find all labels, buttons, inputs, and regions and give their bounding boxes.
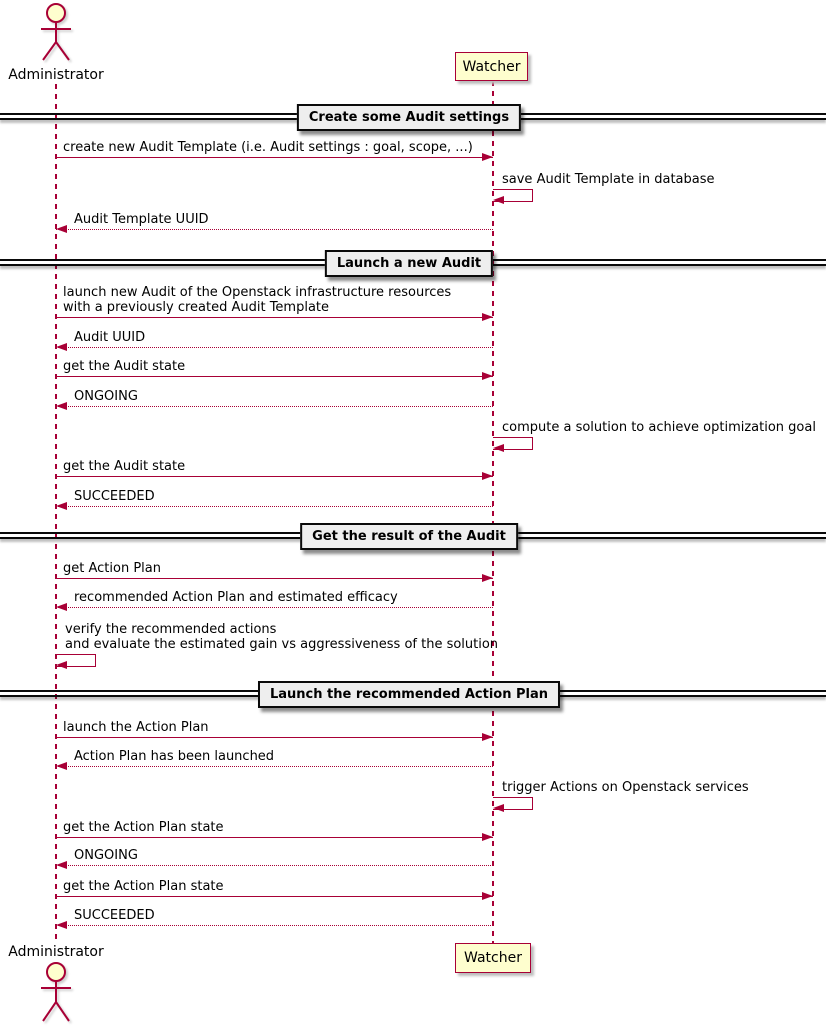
participant-label-watcher-bottom: Watcher [464, 950, 522, 966]
arrowhead-left-icon [56, 402, 67, 410]
message-arrow-line [56, 157, 493, 158]
arrowhead-left-icon [56, 225, 67, 233]
message-label: get the Audit state [63, 359, 186, 374]
lifeline-watcher [492, 81, 494, 943]
message-label: recommended Action Plan and estimated ef… [74, 590, 398, 605]
message-arrow-line [56, 229, 493, 230]
actor-icon-administrator-bottom [41, 962, 71, 1022]
arrowhead-right-icon [482, 372, 493, 380]
self-message-loop [56, 654, 96, 667]
message-arrow-line [56, 476, 493, 477]
message-arrow-line [56, 737, 493, 738]
arrowhead-left-icon [56, 861, 67, 869]
message-label: get Action Plan [63, 561, 161, 576]
section-divider-title: Get the result of the Audit [300, 523, 518, 550]
self-message-label: verify the recommended actions and evalua… [65, 622, 499, 652]
arrowhead-left-icon [493, 804, 504, 812]
message-arrow-line [56, 317, 493, 318]
self-message-label: trigger Actions on Openstack services [502, 780, 749, 795]
message-arrow-line [56, 896, 493, 897]
participant-label-watcher-top: Watcher [462, 58, 521, 75]
section-divider-title: Launch a new Audit [324, 250, 494, 277]
self-message-label: compute a solution to achieve optimizati… [502, 420, 816, 435]
arrowhead-right-icon [482, 574, 493, 582]
actor-icon-administrator-top [41, 3, 71, 61]
participant-box-watcher-top: Watcher [455, 52, 528, 81]
message-label: get the Audit state [63, 459, 186, 474]
self-message-loop [493, 189, 533, 202]
arrowhead-left-icon [56, 502, 67, 510]
self-message-label: save Audit Template in database [502, 172, 715, 187]
self-message-loop [493, 797, 533, 810]
section-divider-title: Launch the recommended Action Plan [257, 681, 561, 708]
arrowhead-left-icon [493, 196, 504, 204]
message-label: ONGOING [74, 848, 138, 863]
message-label: create new Audit Template (i.e. Audit se… [63, 140, 473, 155]
message-label: Audit Template UUID [74, 212, 209, 227]
arrowhead-right-icon [482, 153, 493, 161]
message-label: Action Plan has been launched [74, 749, 275, 764]
arrowhead-left-icon [56, 603, 67, 611]
message-arrow-line [56, 837, 493, 838]
message-arrow-line [56, 406, 493, 407]
message-arrow-line [56, 347, 493, 348]
arrowhead-right-icon [482, 833, 493, 841]
arrowhead-right-icon [482, 472, 493, 480]
arrowhead-right-icon [482, 892, 493, 900]
message-label: launch the Action Plan [63, 720, 209, 735]
lifeline-administrator [55, 84, 57, 944]
message-arrow-line [56, 766, 493, 767]
message-arrow-line [56, 607, 493, 608]
participant-box-watcher-bottom: Watcher [455, 943, 531, 973]
arrowhead-left-icon [56, 661, 67, 669]
message-label: launch new Audit of the Openstack infras… [63, 285, 452, 315]
self-message-loop [493, 437, 533, 450]
message-arrow-line [56, 376, 493, 377]
arrowhead-left-icon [56, 921, 67, 929]
arrowhead-right-icon [482, 313, 493, 321]
arrowhead-left-icon [56, 762, 67, 770]
actor-label-administrator-top: Administrator [8, 67, 104, 83]
arrowhead-left-icon [493, 444, 504, 452]
arrowhead-right-icon [482, 733, 493, 741]
message-label: SUCCEEDED [74, 908, 155, 923]
message-arrow-line [56, 865, 493, 866]
arrowhead-left-icon [56, 343, 67, 351]
message-label: get the Action Plan state [63, 820, 224, 835]
message-label: SUCCEEDED [74, 489, 155, 504]
message-label: get the Action Plan state [63, 879, 224, 894]
section-divider-title: Create some Audit settings [296, 104, 522, 131]
message-label: ONGOING [74, 389, 138, 404]
message-arrow-line [56, 578, 493, 579]
message-label: Audit UUID [74, 330, 146, 345]
message-arrow-line [56, 506, 493, 507]
message-arrow-line [56, 925, 493, 926]
actor-label-administrator-bottom: Administrator [8, 944, 104, 960]
